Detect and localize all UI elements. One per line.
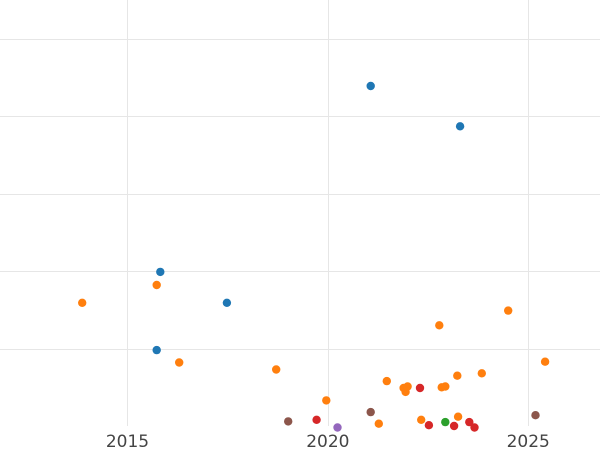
data-point-orange [175, 358, 184, 367]
data-point-blue [455, 122, 465, 131]
data-point-orange [272, 365, 281, 374]
data-point-red [415, 383, 425, 393]
data-point-brown [531, 411, 540, 420]
data-point-orange [322, 396, 331, 405]
data-point-green [441, 417, 450, 427]
data-point-orange [477, 369, 486, 378]
data-point-purple [333, 423, 342, 432]
x-axis-ticks: 2015 2020 2025 [106, 432, 550, 450]
data-point-orange [453, 412, 463, 421]
data-point-orange [382, 376, 391, 386]
data-point-orange [403, 382, 412, 391]
x-tick-label: 2025 [507, 432, 550, 450]
x-tick-label: 2020 [306, 432, 349, 450]
data-point-brown [284, 417, 293, 426]
grid [0, 0, 600, 426]
data-point-red [470, 423, 479, 432]
data-point-orange [504, 306, 513, 315]
data-point-orange [453, 371, 462, 380]
data-point-orange [540, 357, 550, 366]
data-point-brown [366, 407, 375, 417]
data-point-blue [156, 267, 165, 277]
data-point-blue [152, 345, 161, 355]
data-point-blue [366, 81, 375, 91]
data-point-red [424, 421, 434, 430]
data-point-red [449, 421, 459, 431]
data-point-red [465, 417, 474, 427]
x-tick-label: 2015 [106, 432, 149, 450]
data-point-red [312, 415, 321, 424]
data-point-orange [152, 280, 161, 290]
data-point-orange [441, 382, 450, 391]
data-point-orange [374, 419, 383, 428]
data-point-orange [435, 321, 444, 330]
data-point-blue [222, 298, 232, 307]
data-point-orange [417, 415, 426, 424]
data-points [78, 81, 550, 432]
data-point-orange [78, 298, 87, 307]
